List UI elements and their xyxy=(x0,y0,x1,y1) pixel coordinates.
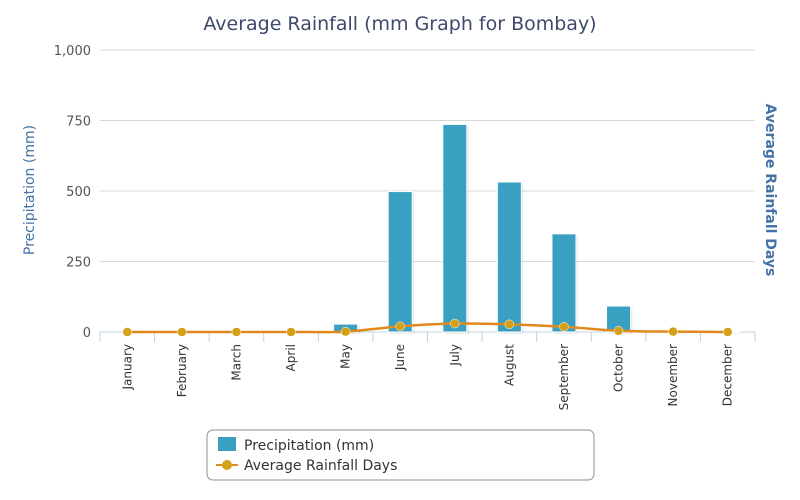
x-tick-label: January xyxy=(120,344,134,391)
rainfall-days-point-february[interactable] xyxy=(177,327,187,337)
legend[interactable]: Precipitation (mm) Average Rainfall Days xyxy=(206,429,595,481)
y-tick-label: 1,000 xyxy=(54,44,91,59)
rainfall-days-point-april[interactable] xyxy=(286,327,296,337)
bar-september[interactable] xyxy=(551,233,577,333)
bar-series xyxy=(333,123,742,334)
line-series xyxy=(122,318,733,337)
x-tick-label: June xyxy=(393,344,407,371)
x-tick-label: March xyxy=(229,344,243,381)
x-tick-label: February xyxy=(175,344,189,397)
rainfall-days-point-december[interactable] xyxy=(722,327,733,337)
legend-dot-swatch xyxy=(222,460,232,470)
x-tick-label: October xyxy=(612,344,626,392)
x-tick-label: July xyxy=(448,344,462,367)
y-axis-title-right: Average Rainfall Days xyxy=(762,104,778,277)
rainfall-days-point-january[interactable] xyxy=(122,327,133,337)
grid xyxy=(100,49,755,333)
rainfall-days-point-july[interactable] xyxy=(450,318,460,329)
y-tick-label: 250 xyxy=(66,256,91,271)
x-tick-label: September xyxy=(557,344,571,410)
y-tick-label: 750 xyxy=(66,115,91,130)
rainfall-days-point-november[interactable] xyxy=(668,326,678,337)
chart-title: Average Rainfall (mm Graph for Bombay) xyxy=(203,13,596,35)
bar-july[interactable] xyxy=(442,123,468,333)
y-axis-title-left: Precipitation (mm) xyxy=(22,125,38,255)
legend-label-rainfall-days[interactable]: Average Rainfall Days xyxy=(244,458,397,474)
x-tick-label: April xyxy=(284,344,298,371)
x-tick-label: August xyxy=(502,344,516,386)
rainfall-days-point-may[interactable] xyxy=(340,326,351,337)
rainfall-days-point-september[interactable] xyxy=(559,322,569,332)
y-axis-ticks: 0 250 500 750 1,000 xyxy=(54,44,91,341)
x-tick-label: December xyxy=(721,344,735,406)
bar-august[interactable] xyxy=(496,181,522,333)
rainfall-days-line xyxy=(127,322,728,334)
y-tick-label: 0 xyxy=(83,326,91,341)
rainfall-days-point-june[interactable] xyxy=(395,321,405,332)
bar-june[interactable] xyxy=(387,191,413,333)
x-axis: January February March April May June July Augu… xyxy=(99,331,756,410)
x-tick-label: May xyxy=(339,344,353,369)
legend-label-precipitation[interactable]: Precipitation (mm) xyxy=(244,438,374,454)
rainfall-days-point-october[interactable] xyxy=(613,326,624,336)
rainfall-days-point-march[interactable] xyxy=(231,327,242,337)
rainfall-days-point-august[interactable] xyxy=(504,319,515,330)
legend-bar-swatch[interactable] xyxy=(218,437,236,451)
legend-box xyxy=(206,429,595,481)
x-tick-label: November xyxy=(666,344,680,406)
y-tick-label: 500 xyxy=(66,185,91,200)
